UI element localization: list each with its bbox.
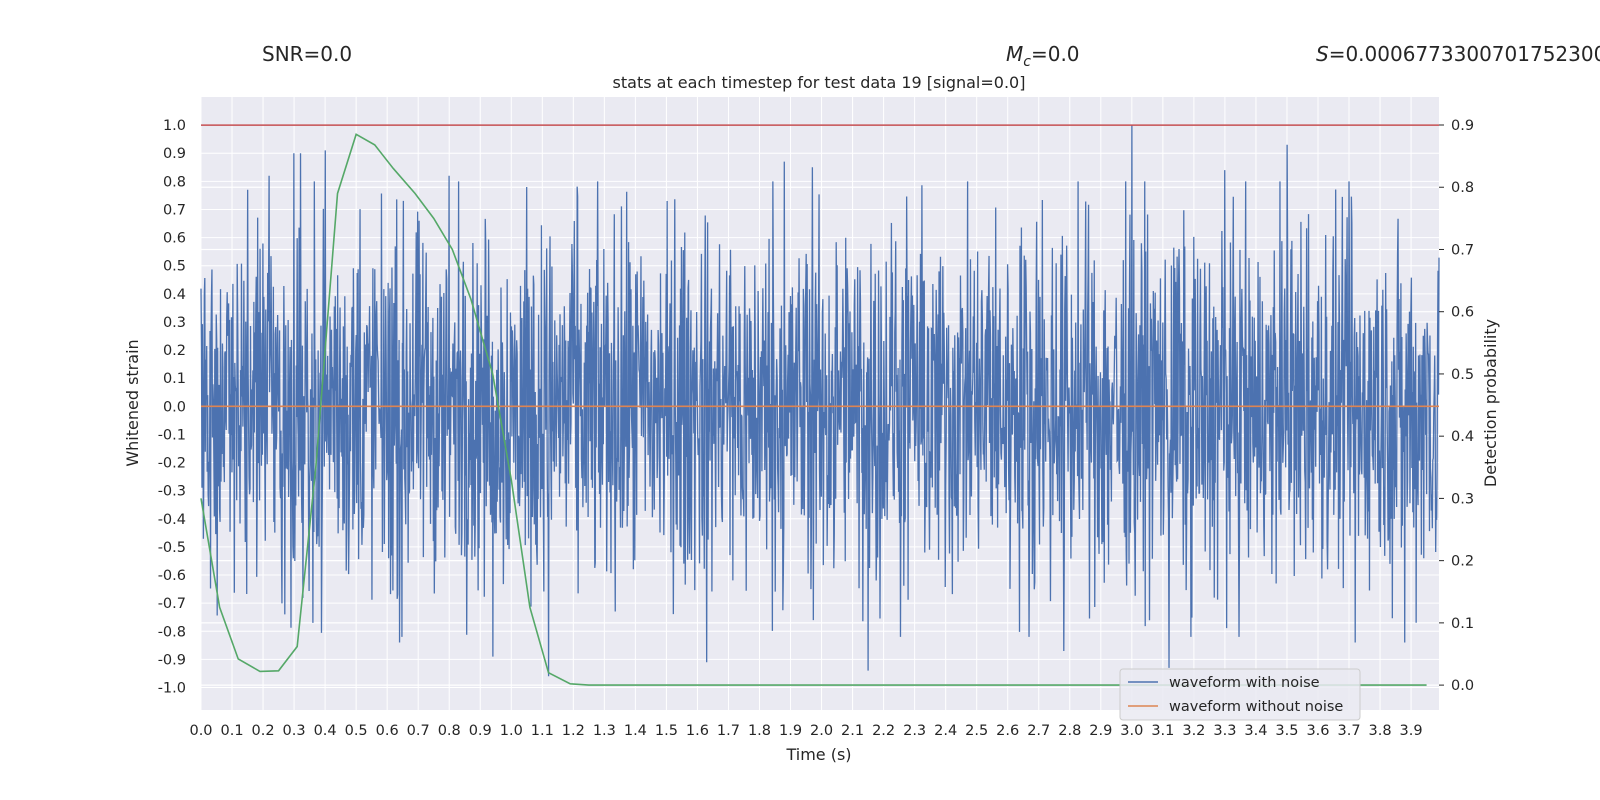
y-tick-label: 0.7: [163, 202, 186, 218]
y-tick-label: -0.7: [158, 596, 186, 612]
x-tick-label: 1.5: [655, 723, 678, 739]
y2-tick-label: 0.2: [1451, 554, 1474, 570]
x-tick-label: 1.6: [686, 723, 709, 739]
y-tick-label: 0.4: [163, 287, 186, 303]
x-tick-label: 2.5: [965, 723, 988, 739]
legend-entry-waveform-without-noise: waveform without noise: [1169, 699, 1343, 715]
statistic-value: =0.0006773300701752300: [1329, 42, 1600, 66]
x-tick-label: 0.0: [189, 723, 212, 739]
y-tick-label: -0.3: [158, 484, 186, 500]
detection-probability-line: [200, 133, 1427, 686]
y-tick-label: 0.1: [163, 371, 186, 387]
y2-tick-label: 0.7: [1451, 242, 1474, 258]
x-tick-label: 1.2: [562, 723, 585, 739]
y-tick-label: 1.0: [163, 118, 186, 134]
chirp-mass-label: Mc=0.0: [1006, 42, 1080, 70]
x-tick-label: 2.6: [996, 723, 1019, 739]
y2-tick-label: 0.6: [1451, 305, 1474, 321]
waveform-with-noise-line: [200, 125, 1440, 677]
y-tick-label: -0.1: [158, 427, 186, 443]
statistic-symbol: S: [1316, 42, 1329, 66]
x-tick-label: 0.2: [252, 723, 275, 739]
x-tick-label: 0.6: [376, 723, 399, 739]
y-tick-label: 0.6: [163, 231, 186, 247]
y-tick-label: 0.3: [163, 315, 186, 331]
x-tick-label: 3.8: [1369, 723, 1392, 739]
chirp-mass-subscript: c: [1023, 54, 1031, 70]
x-tick-label: 2.3: [903, 723, 926, 739]
x-tick-label: 3.5: [1275, 723, 1298, 739]
x-tick-label: 2.7: [1027, 723, 1050, 739]
statistic-label: S=0.0006773300701752300: [1316, 42, 1600, 66]
y2-axis-label: Detection probability: [1481, 319, 1500, 487]
y-tick-label: -0.5: [158, 540, 186, 556]
x-tick-label: 0.8: [438, 723, 461, 739]
y-tick-label: 0.0: [163, 399, 186, 415]
x-tick-label: 1.9: [779, 723, 802, 739]
x-tick-label: 2.1: [841, 723, 864, 739]
x-tick-label: 1.3: [593, 723, 616, 739]
x-tick-label: 2.9: [1089, 723, 1112, 739]
legend-entry-waveform-with-noise: waveform with noise: [1169, 675, 1320, 691]
x-tick-label: 3.6: [1306, 723, 1329, 739]
y2-tick-label: 0.5: [1451, 367, 1474, 383]
chirp-mass-value: =0.0: [1031, 42, 1080, 66]
y-tick-label: -0.9: [158, 652, 186, 668]
y-tick-label: 0.5: [163, 259, 186, 275]
series-waveform-with-noise: [200, 125, 1440, 677]
y2-tick-label: 0.8: [1451, 180, 1474, 196]
x-tick-label: 1.7: [717, 723, 740, 739]
y-tick-label: -1.0: [158, 681, 186, 697]
y-tick-label: -0.4: [158, 512, 186, 528]
x-tick-label: 1.8: [748, 723, 771, 739]
y-axis-label: Whitened strain: [123, 339, 142, 466]
y-tick-label: 0.9: [163, 146, 186, 162]
x-tick-label: 3.4: [1244, 723, 1267, 739]
x-axis-ticks: 0.0 0.1 0.2 0.3 0.4 0.5 0.6 0.7 0.8 0.9 1.0 1.1 1.2 1…: [189, 723, 1422, 739]
y2-tick-label: 0.9: [1451, 118, 1474, 134]
y2-axis-ticks: 0.9 0.8 0.7 0.6 0.5 0.4 0.3 0.2 0.1 0.0: [1439, 118, 1474, 694]
x-tick-label: 1.1: [531, 723, 554, 739]
y-axis-ticks: 1.0 0.9 0.8 0.7 0.6 0.5 0.4 0.3 0.2 0.1 0.0 -0.1 -0.…: [158, 118, 186, 696]
y2-tick-label: 0.3: [1451, 491, 1474, 507]
y-tick-label: 0.8: [163, 174, 186, 190]
x-tick-label: 3.0: [1120, 723, 1143, 739]
x-tick-label: 2.0: [810, 723, 833, 739]
x-tick-label: 2.8: [1058, 723, 1081, 739]
chirp-mass-symbol: M: [1006, 42, 1023, 66]
x-tick-label: 0.7: [407, 723, 430, 739]
x-tick-label: 0.3: [283, 723, 306, 739]
series-lines: [200, 124, 1439, 686]
x-tick-label: 1.4: [624, 723, 647, 739]
x-tick-label: 1.0: [500, 723, 523, 739]
snr-label: SNR=0.0: [262, 42, 352, 66]
legend: waveform with noise waveform without noi…: [1119, 668, 1361, 721]
x-axis-label: Time (s): [785, 745, 851, 764]
x-tick-label: 3.1: [1151, 723, 1174, 739]
x-tick-label: 3.9: [1400, 723, 1423, 739]
legend-box: [1119, 668, 1361, 721]
y-tick-label: -0.6: [158, 568, 186, 584]
y-tick-label: -0.2: [158, 456, 186, 472]
y2-tick-label: 0.0: [1451, 678, 1474, 694]
x-tick-label: 3.7: [1337, 723, 1360, 739]
chart-title: stats at each timestep for test data 19 …: [613, 73, 1026, 92]
x-tick-label: 3.2: [1182, 723, 1205, 739]
x-tick-label: 3.3: [1213, 723, 1236, 739]
x-tick-label: 0.4: [314, 723, 337, 739]
x-tick-label: 2.2: [872, 723, 895, 739]
y-tick-label: -0.8: [158, 624, 186, 640]
y2-tick-label: 0.4: [1451, 429, 1474, 445]
y2-tick-label: 0.1: [1451, 616, 1474, 632]
x-tick-label: 0.9: [469, 723, 492, 739]
y-tick-label: 0.2: [163, 343, 186, 359]
x-tick-label: 0.5: [345, 723, 368, 739]
x-tick-label: 2.4: [934, 723, 957, 739]
x-tick-label: 0.1: [220, 723, 243, 739]
